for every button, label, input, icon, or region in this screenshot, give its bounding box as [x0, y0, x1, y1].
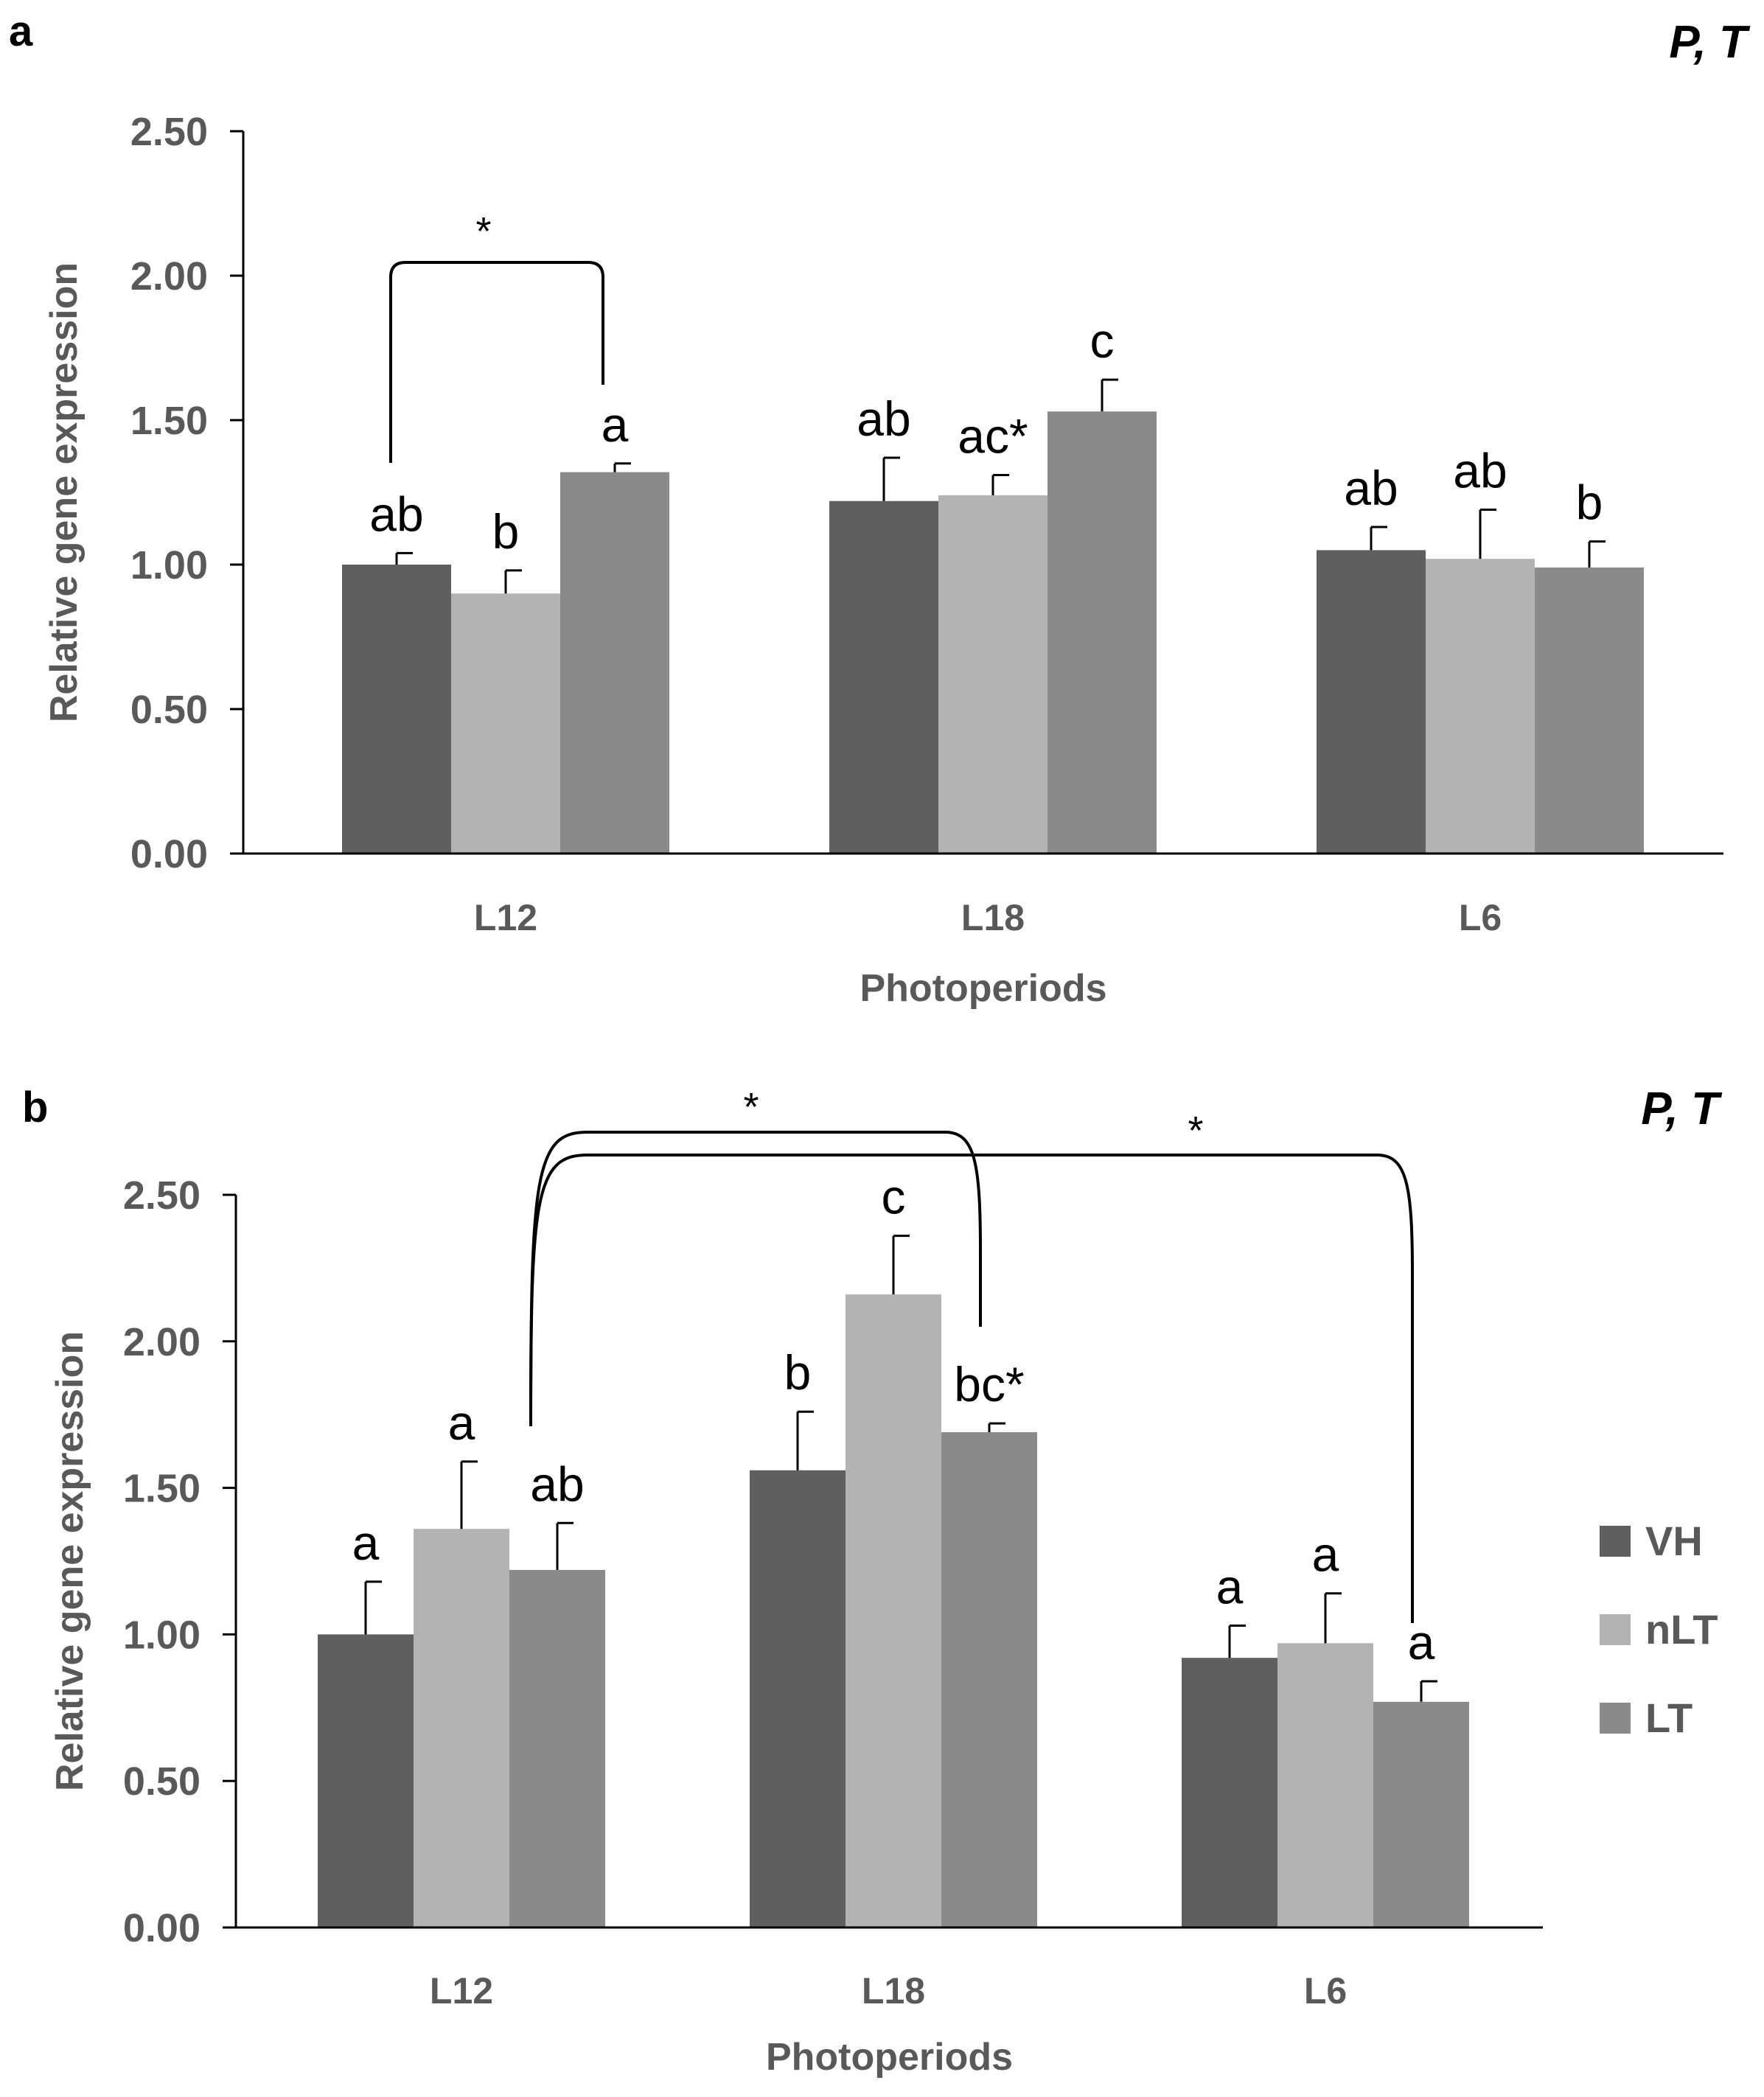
- bar-LT-L6: [1373, 1701, 1469, 1927]
- bar-nLT-L18: [846, 1294, 941, 1927]
- significance-label-VH-L18: b: [784, 1345, 812, 1400]
- legend-swatch-LT: [1600, 1703, 1631, 1734]
- y-tick-label: 2.00: [123, 1320, 201, 1364]
- bar-VH-L6: [1182, 1658, 1277, 1927]
- legend-swatch-VH: [1600, 1526, 1631, 1557]
- significance-label-VH-L6: ab: [1344, 461, 1398, 515]
- y-tick-label: 0.00: [123, 1906, 201, 1950]
- significance-label-LT-L6: a: [1408, 1615, 1435, 1669]
- chart-panel-b: b P, T0.000.501.001.502.002.50aaabL12bcbc…: [22, 1084, 1723, 2079]
- significance-label-nLT-L18: ac*: [958, 408, 1028, 463]
- bar-LT-L12: [509, 1569, 605, 1927]
- x-axis-title: Photoperiods: [766, 2036, 1013, 2079]
- significance-label-VH-L6: a: [1216, 1559, 1244, 1613]
- legend-label-VH: VH: [1645, 1518, 1703, 1564]
- significance-label-LT-L18: c: [1090, 313, 1115, 368]
- corner-label: P, T: [1669, 17, 1751, 68]
- bar-LT-L6: [1535, 567, 1644, 854]
- bar-LT-L18: [1047, 411, 1157, 854]
- y-tick-label: 2.50: [123, 1173, 201, 1218]
- bar-VH-L18: [750, 1470, 846, 1927]
- x-category-label-L12: L12: [474, 897, 537, 938]
- panel-label: a: [9, 7, 33, 55]
- bar-nLT-L18: [938, 495, 1047, 854]
- x-category-label-L18: L18: [961, 897, 1025, 938]
- significance-label-VH-L12: ab: [369, 486, 423, 541]
- y-tick-label: 0.50: [123, 1759, 201, 1804]
- bar-VH-L12: [342, 565, 451, 854]
- x-category-label-L18: L18: [862, 1970, 925, 2011]
- y-tick-label: 2.50: [130, 110, 208, 154]
- significance-label-LT-L12: a: [602, 397, 629, 452]
- significance-bracket-2: [529, 1154, 1414, 1623]
- significance-label-nLT-L12: b: [492, 504, 520, 559]
- y-tick-label: 0.00: [130, 832, 208, 876]
- significance-label-LT-L18: bc*: [954, 1357, 1024, 1412]
- bracket-star-1: *: [743, 1085, 759, 1129]
- significance-label-VH-L12: a: [352, 1515, 380, 1570]
- x-axis-title: Photoperiods: [860, 967, 1106, 1010]
- legend: VH nLT LT: [1600, 1518, 1718, 1741]
- legend-label-LT: LT: [1645, 1695, 1692, 1741]
- bar-nLT-L12: [451, 593, 560, 854]
- x-category-label-L6: L6: [1459, 897, 1502, 938]
- significance-label-nLT-L18: c: [882, 1170, 906, 1224]
- y-tick-label: 1.00: [123, 1613, 201, 1657]
- significance-label-VH-L18: ab: [857, 391, 910, 446]
- y-tick-label: 0.50: [130, 688, 208, 732]
- bar-nLT-L12: [414, 1529, 509, 1927]
- y-tick-label: 1.50: [130, 399, 208, 443]
- y-tick-label: 2.00: [130, 254, 208, 299]
- legend-label-nLT: nLT: [1645, 1606, 1718, 1653]
- significance-label-nLT-L6: ab: [1453, 444, 1507, 498]
- significance-bracket-1: [389, 261, 604, 463]
- significance-label-LT-L12: ab: [530, 1456, 584, 1511]
- bracket-star-2: *: [1188, 1109, 1203, 1153]
- y-axis-title: Relative gene expression: [49, 1331, 91, 1791]
- corner-label: P, T: [1641, 1084, 1723, 1134]
- y-tick-label: 1.50: [123, 1467, 201, 1511]
- x-category-label-L6: L6: [1304, 1970, 1347, 2011]
- bar-nLT-L6: [1426, 559, 1535, 854]
- y-tick-label: 1.00: [130, 543, 208, 587]
- bar-nLT-L6: [1277, 1643, 1373, 1927]
- bar-LT-L18: [941, 1432, 1037, 1927]
- y-axis-title: Relative gene expression: [43, 262, 86, 722]
- bar-VH-L12: [318, 1634, 414, 1927]
- significance-label-nLT-L12: a: [448, 1395, 475, 1450]
- significance-label-nLT-L6: a: [1312, 1527, 1339, 1582]
- legend-swatch-nLT: [1600, 1614, 1631, 1645]
- bracket-star-1: *: [475, 209, 491, 254]
- bar-VH-L18: [829, 500, 938, 854]
- x-category-label-L12: L12: [430, 1970, 493, 2011]
- panel-label: b: [22, 1084, 48, 1131]
- significance-label-LT-L6: b: [1576, 475, 1603, 530]
- bar-VH-L6: [1317, 550, 1426, 854]
- bar-LT-L12: [560, 472, 669, 854]
